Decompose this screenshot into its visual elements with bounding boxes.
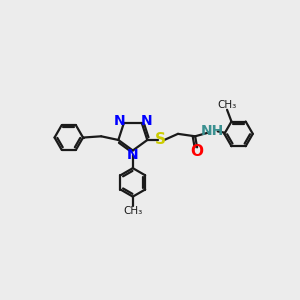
Text: N: N	[114, 113, 125, 128]
Text: O: O	[190, 143, 204, 158]
Text: NH: NH	[201, 124, 224, 138]
Text: N: N	[127, 148, 139, 162]
Text: S: S	[155, 133, 166, 148]
Text: CH₃: CH₃	[218, 100, 237, 110]
Text: N: N	[140, 113, 152, 128]
Text: CH₃: CH₃	[123, 206, 142, 216]
